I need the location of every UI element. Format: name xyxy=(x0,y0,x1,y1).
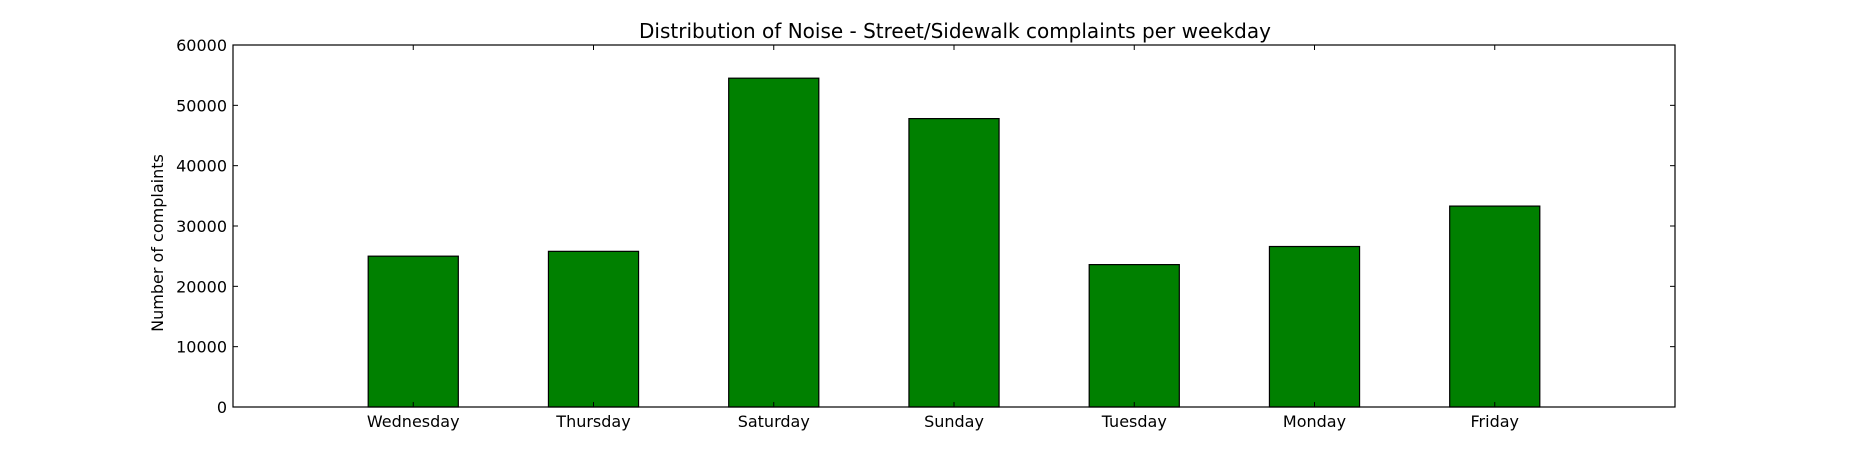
x-tick-label: Monday xyxy=(1283,412,1346,431)
x-tick-label: Tuesday xyxy=(1101,412,1167,431)
x-tick-label: Friday xyxy=(1471,412,1520,431)
bar-sunday xyxy=(908,118,1000,408)
bar-friday xyxy=(1449,205,1541,408)
plot-area-frame xyxy=(232,44,1676,408)
bar-wednesday xyxy=(367,255,459,408)
x-tick-label: Sunday xyxy=(924,412,984,431)
bar-thursday xyxy=(547,250,640,408)
y-tick-label: 40000 xyxy=(176,157,227,176)
y-axis-label: Number of complaints xyxy=(148,154,167,332)
bar-monday xyxy=(1268,245,1361,408)
y-tick-label: 60000 xyxy=(176,36,227,55)
bar-saturday xyxy=(728,77,820,408)
ticks-group xyxy=(233,44,1675,408)
tick-labels-group: Wednesday Thursday Saturday Sunday Tuesday Mo… xyxy=(176,36,1519,431)
y-tick-label: 30000 xyxy=(176,217,227,236)
bar-tuesday xyxy=(1088,264,1180,408)
y-tick-label: 10000 xyxy=(176,338,227,357)
y-tick-label: 20000 xyxy=(176,277,227,296)
y-tick-label: 0 xyxy=(217,398,227,417)
y-tick-label: 50000 xyxy=(176,96,227,115)
chart-title: Distribution of Noise - Street/Sidewalk … xyxy=(639,19,1271,43)
x-tick-label: Wednesday xyxy=(367,412,460,431)
x-tick-label: Saturday xyxy=(738,412,810,431)
x-tick-label: Thursday xyxy=(555,412,630,431)
bars-group xyxy=(367,77,1541,408)
